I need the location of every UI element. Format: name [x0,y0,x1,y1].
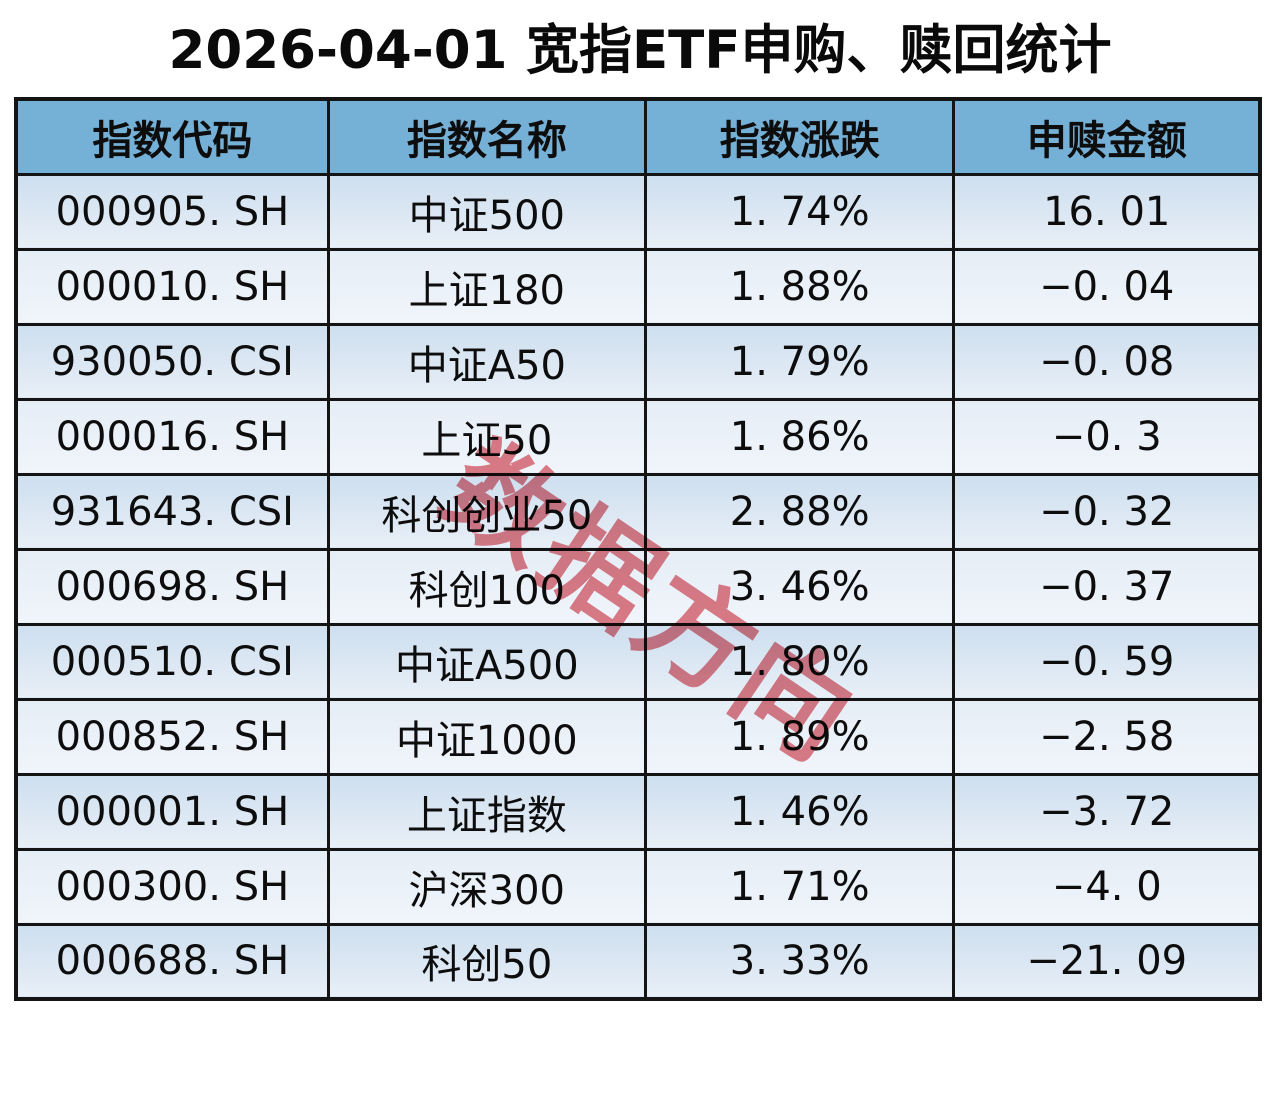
cell-amount: −0. 08 [952,322,1262,401]
cell-index-name: 科创100 [326,547,647,626]
header-cell-index-change: 指数涨跌 [643,97,956,176]
table-row: 000852. SH 中证1000 1. 89% −2. 58 [14,697,1262,776]
cell-index-code: 000300. SH [14,847,330,926]
cell-index-change: 1. 74% [643,172,956,251]
cell-index-name: 科创创业50 [326,472,647,551]
cell-amount: −3. 72 [952,772,1262,851]
header-cell-amount: 申赎金额 [952,97,1262,176]
page-title: 2026-04-01 宽指ETF申购、赎回统计 [168,20,1112,81]
cell-index-change: 2. 88% [643,472,956,551]
cell-index-name: 中证A50 [326,322,647,401]
etf-stats-table: 指数代码 指数名称 指数涨跌 申赎金额 000905. SH 中证500 1. … [14,97,1262,1001]
cell-index-name: 中证A500 [326,622,647,701]
cell-index-name: 上证指数 [326,772,647,851]
cell-amount: −2. 58 [952,697,1262,776]
cell-index-name: 沪深300 [326,847,647,926]
table-row: 000300. SH 沪深300 1. 71% −4. 0 [14,847,1262,926]
cell-index-change: 3. 33% [643,922,956,1001]
cell-index-change: 1. 88% [643,247,956,326]
cell-amount: −0. 3 [952,397,1262,476]
cell-index-code: 000510. CSI [14,622,330,701]
cell-index-code: 000698. SH [14,547,330,626]
cell-index-name: 上证180 [326,247,647,326]
cell-index-change: 1. 86% [643,397,956,476]
cell-amount: −0. 59 [952,622,1262,701]
cell-index-change: 1. 80% [643,622,956,701]
table-row: 931643. CSI 科创创业50 2. 88% −0. 32 [14,472,1262,551]
table-row: 000510. CSI 中证A500 1. 80% −0. 59 [14,622,1262,701]
table-row: 000905. SH 中证500 1. 74% 16. 01 [14,172,1262,251]
cell-index-name: 中证1000 [326,697,647,776]
header-cell-index-name: 指数名称 [326,97,647,176]
cell-index-change: 1. 79% [643,322,956,401]
cell-index-change: 1. 46% [643,772,956,851]
cell-index-code: 000010. SH [14,247,330,326]
table-row: 000016. SH 上证50 1. 86% −0. 3 [14,397,1262,476]
cell-index-code: 000688. SH [14,922,330,1001]
table-row: 000688. SH 科创50 3. 33% −21. 09 [14,922,1262,1001]
cell-index-name: 中证500 [326,172,647,251]
cell-index-code: 930050. CSI [14,322,330,401]
cell-index-name: 上证50 [326,397,647,476]
cell-index-change: 1. 89% [643,697,956,776]
table-row: 000698. SH 科创100 3. 46% −0. 37 [14,547,1262,626]
cell-index-name: 科创50 [326,922,647,1001]
table-row: 000010. SH 上证180 1. 88% −0. 04 [14,247,1262,326]
cell-amount: −4. 0 [952,847,1262,926]
cell-index-code: 000852. SH [14,697,330,776]
cell-amount: −0. 32 [952,472,1262,551]
cell-amount: 16. 01 [952,172,1262,251]
cell-index-code: 931643. CSI [14,472,330,551]
table-row: 000001. SH 上证指数 1. 46% −3. 72 [14,772,1262,851]
cell-amount: −21. 09 [952,922,1262,1001]
cell-index-code: 000016. SH [14,397,330,476]
cell-amount: −0. 04 [952,247,1262,326]
header-cell-index-code: 指数代码 [14,97,330,176]
cell-index-change: 3. 46% [643,547,956,626]
table-header-row: 指数代码 指数名称 指数涨跌 申赎金额 [14,97,1262,176]
cell-index-change: 1. 71% [643,847,956,926]
cell-amount: −0. 37 [952,547,1262,626]
cell-index-code: 000905. SH [14,172,330,251]
table-row: 930050. CSI 中证A50 1. 79% −0. 08 [14,322,1262,401]
cell-index-code: 000001. SH [14,772,330,851]
